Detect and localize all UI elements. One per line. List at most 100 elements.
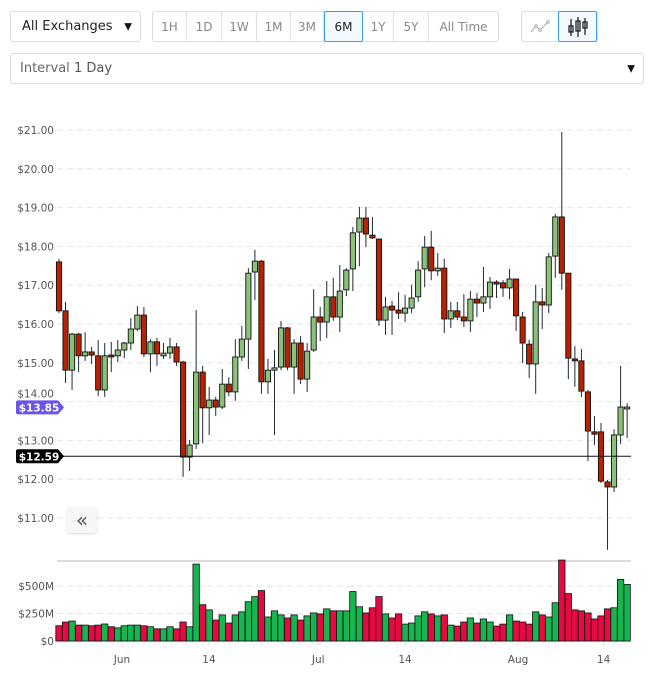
volume-bar [401,623,409,642]
price-tick-label: $17.00 [17,280,54,292]
volume-bar [414,615,422,642]
volume-bar [133,624,141,642]
candle-up [467,298,474,322]
candlestick-chart-icon [567,16,588,37]
candle-down [330,296,337,318]
candle-up [402,307,409,314]
line-chart-button[interactable] [522,12,558,41]
volume-bar [473,622,481,642]
volume-bar [290,614,298,642]
price-tick-label: $12.00 [17,474,54,486]
volume-bar [264,616,272,642]
volume-bar [440,614,448,642]
period-button-all-time[interactable]: All Time [439,19,488,34]
candle-up [69,333,76,371]
candle-up [160,352,167,357]
candle-down [571,358,578,362]
volume-bar [408,622,416,642]
candlestick-chart-button[interactable] [558,11,597,42]
candle-up [343,269,350,291]
candle-down [493,281,500,285]
volume-bar [479,618,488,642]
period-button-1y[interactable]: 1Y [363,12,394,41]
candle-up [447,310,454,320]
volume-bar [277,614,285,642]
volume-bar [146,626,155,642]
volume-bar [283,617,292,642]
period-button-5y[interactable]: 5Y [394,12,429,41]
candle-down [565,272,572,359]
price-tick-label: $16.00 [17,319,54,331]
volume-bar [577,610,586,642]
interval-select[interactable]: Interval 1 Day ▼ [10,53,644,84]
candle-up [166,346,174,354]
volume-tick-label: $500M [18,581,54,593]
volume-bar [310,612,318,642]
period-button-1d[interactable]: 1D [187,12,222,41]
candle-up [382,306,389,321]
candle-down [55,261,63,312]
candle-up [82,351,89,357]
candle-up [486,281,494,298]
current-price-tag [16,400,64,415]
candle-up [415,269,422,298]
volume-bar [270,610,279,642]
volume-bar [159,628,168,642]
candle-up [480,296,487,304]
line-chart-icon [530,19,550,32]
candle-up [238,338,245,358]
volume-bar [94,624,102,642]
volume-bar [316,613,324,642]
volume-bar [140,625,148,642]
volume-bar [368,607,377,642]
candle-down [75,333,82,357]
candle-down [395,309,402,314]
volume-bar [153,628,161,642]
volume-bar [257,590,266,642]
period-button-1w[interactable]: 1W [222,12,257,41]
volume-bar [434,615,442,642]
candle-down [454,310,461,318]
candle-down [225,383,232,393]
candle-down [362,217,369,235]
price-axis: $21.00 $20.00 $19.00 $18.00 $17.00 $16.00 $15.… [17,125,54,525]
period-button-1m[interactable]: 1M [257,12,291,41]
period-button-6m[interactable]: 6M [324,11,363,42]
period-button-3m[interactable]: 3M [291,12,324,41]
candle-down [317,316,324,323]
volume-bar [199,604,207,642]
volume-bar [120,625,128,642]
volume-gridlines [57,560,631,642]
volume-bar [571,609,579,642]
volume-bar [355,606,363,642]
volume-bar [538,614,546,642]
volume-bar [192,563,200,642]
candle-down [297,342,304,380]
collapse-button[interactable]: « [67,507,97,533]
price-tick-label: $19.00 [17,203,54,215]
volume-bar [251,596,259,642]
candle-up [611,434,618,488]
time-tick-label: Jul [311,654,325,666]
candle-down [604,481,611,488]
candle-up [193,371,200,445]
candle-down [369,234,376,239]
candle-up [434,267,441,272]
volume-bar [114,627,122,642]
period-button-1h[interactable]: 1H [153,12,187,41]
exchange-select-value: All Exchanges [22,19,113,34]
volume-bar [492,625,501,642]
volume-bar [244,601,252,642]
volume-bar [107,626,115,642]
volume-bar [603,608,612,642]
price-tags: $13.85 $12.59 [16,400,631,464]
volume-bar [68,620,76,642]
volume-bar [623,583,631,642]
volume-bar [231,614,239,642]
candle-up [421,246,428,270]
volume-bar [166,626,174,642]
exchange-select[interactable]: All Exchanges ▼ [10,11,141,42]
candle-down [212,399,219,408]
candle-up [310,316,317,351]
